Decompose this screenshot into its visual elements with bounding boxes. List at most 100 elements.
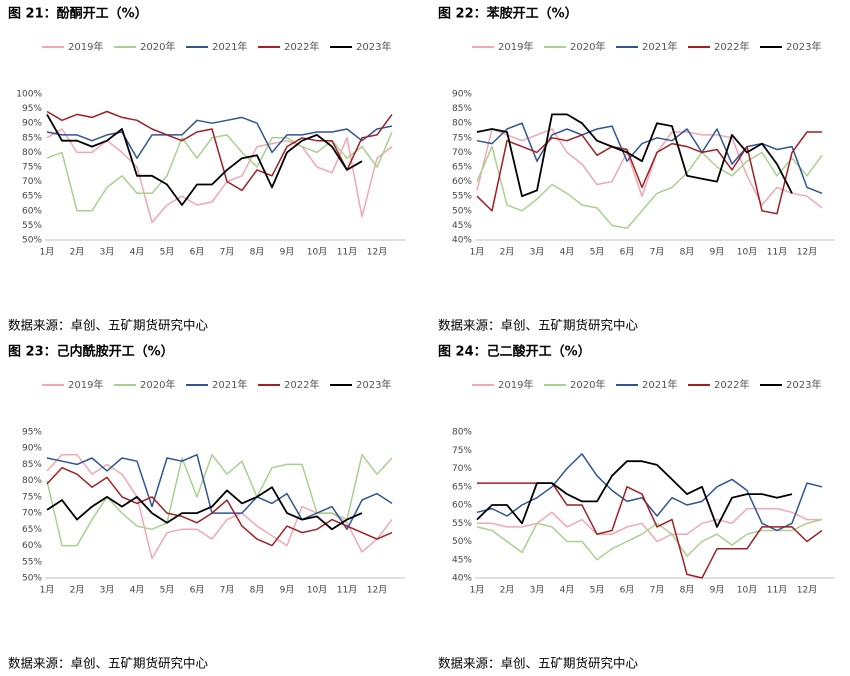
- y-tick-label: 55%: [22, 221, 42, 231]
- legend-label: 2020年: [570, 40, 605, 53]
- legend-label: 2022年: [284, 378, 319, 391]
- y-tick-label: 60%: [452, 177, 472, 187]
- chart-title: 图 23：己内酰胺开工（%）: [8, 344, 174, 360]
- y-tick-label: 40%: [452, 236, 472, 246]
- x-tick-label: 8月: [250, 585, 265, 596]
- legend-label: 2023年: [356, 40, 391, 53]
- series-line: [476, 113, 793, 198]
- y-tick-label: 50%: [22, 574, 42, 584]
- source-note: 数据来源：卓创、五矿期货研究中心: [8, 656, 209, 671]
- x-tick-label: 5月: [160, 585, 175, 596]
- series-line: [46, 453, 393, 547]
- y-tick-label: 75%: [452, 446, 472, 456]
- x-tick-label: 4月: [560, 247, 575, 258]
- legend-label: 2022年: [714, 40, 749, 53]
- x-tick-label: 12月: [797, 585, 817, 596]
- x-tick-label: 9月: [710, 585, 725, 596]
- y-tick-label: 60%: [22, 541, 42, 551]
- x-tick-label: 5月: [590, 247, 605, 258]
- y-tick-label: 70%: [22, 509, 42, 519]
- source-note: 数据来源：卓创、五矿期货研究中心: [438, 656, 639, 671]
- y-tick-label: 100%: [16, 90, 42, 100]
- y-tick-label: 65%: [452, 482, 472, 492]
- x-tick-label: 6月: [620, 585, 635, 596]
- y-tick-label: 85%: [452, 104, 472, 114]
- x-tick-label: 3月: [530, 585, 545, 596]
- x-tick-label: 1月: [470, 247, 485, 258]
- y-tick-label: 80%: [22, 476, 42, 486]
- legend-label: 2022年: [714, 378, 749, 391]
- series-line: [476, 145, 823, 230]
- x-tick-label: 9月: [280, 247, 295, 258]
- x-tick-label: 11月: [337, 585, 357, 596]
- y-tick-label: 90%: [22, 444, 42, 454]
- y-tick-label: 65%: [22, 192, 42, 202]
- y-tick-label: 45%: [452, 555, 472, 565]
- x-tick-label: 2月: [500, 585, 515, 596]
- y-tick-label: 95%: [22, 428, 42, 438]
- chart-title: 图 22：苯胺开工（%）: [438, 6, 578, 22]
- legend-label: 2021年: [642, 378, 677, 391]
- x-tick-label: 6月: [190, 247, 205, 258]
- legend-label: 2020年: [570, 378, 605, 391]
- series-line: [476, 131, 822, 215]
- x-tick-label: 1月: [470, 585, 485, 596]
- series-line: [46, 453, 393, 531]
- y-tick-label: 70%: [452, 148, 472, 158]
- legend-label: 2019年: [498, 40, 533, 53]
- x-tick-label: 5月: [160, 247, 175, 258]
- legend-label: 2021年: [212, 378, 247, 391]
- y-tick-label: 50%: [452, 206, 472, 216]
- y-tick-label: 55%: [452, 192, 472, 202]
- series-line: [476, 460, 793, 528]
- x-tick-label: 2月: [500, 247, 515, 258]
- legend-label: 2022年: [284, 40, 319, 53]
- series-line: [46, 466, 393, 547]
- y-tick-label: 45%: [452, 221, 472, 231]
- x-tick-label: 4月: [560, 585, 575, 596]
- legend-label: 2019年: [68, 40, 103, 53]
- y-tick-label: 80%: [452, 428, 472, 438]
- y-tick-label: 70%: [452, 464, 472, 474]
- x-tick-label: 7月: [220, 247, 235, 258]
- y-tick-label: 75%: [22, 163, 42, 173]
- series-line: [477, 482, 823, 579]
- y-tick-label: 65%: [22, 525, 42, 535]
- x-tick-label: 7月: [650, 247, 665, 258]
- x-tick-label: 6月: [190, 585, 205, 596]
- x-tick-label: 5月: [590, 585, 605, 596]
- legend-label: 2021年: [642, 40, 677, 53]
- series-line: [46, 486, 363, 531]
- x-tick-label: 2月: [70, 585, 85, 596]
- series-line: [477, 507, 822, 543]
- x-tick-label: 3月: [530, 247, 545, 258]
- x-tick-label: 1月: [40, 585, 55, 596]
- y-tick-label: 55%: [452, 519, 472, 529]
- legend-label: 2019年: [68, 378, 103, 391]
- series-line: [46, 113, 363, 206]
- y-tick-label: 95%: [22, 104, 42, 114]
- y-tick-label: 50%: [452, 537, 472, 547]
- legend-label: 2023年: [356, 378, 391, 391]
- x-tick-label: 2月: [70, 247, 85, 258]
- legend-label: 2019年: [498, 378, 533, 391]
- series-line: [46, 131, 393, 212]
- y-tick-label: 50%: [22, 236, 42, 246]
- x-tick-label: 4月: [130, 585, 145, 596]
- x-tick-label: 11月: [337, 247, 357, 258]
- x-tick-label: 9月: [710, 247, 725, 258]
- x-tick-label: 10月: [737, 585, 757, 596]
- y-tick-label: 55%: [22, 557, 42, 567]
- y-tick-label: 85%: [22, 460, 42, 470]
- x-tick-label: 10月: [737, 247, 757, 258]
- x-tick-label: 10月: [307, 247, 327, 258]
- chart-title: 图 21：酚酮开工（%）: [8, 6, 148, 22]
- legend-label: 2023年: [786, 378, 821, 391]
- chart-title: 图 24：己二酸开工（%）: [438, 344, 591, 360]
- series-line: [476, 518, 823, 561]
- x-tick-label: 8月: [680, 585, 695, 596]
- y-tick-label: 90%: [22, 119, 42, 129]
- series-line: [46, 110, 393, 192]
- x-tick-label: 11月: [767, 585, 787, 596]
